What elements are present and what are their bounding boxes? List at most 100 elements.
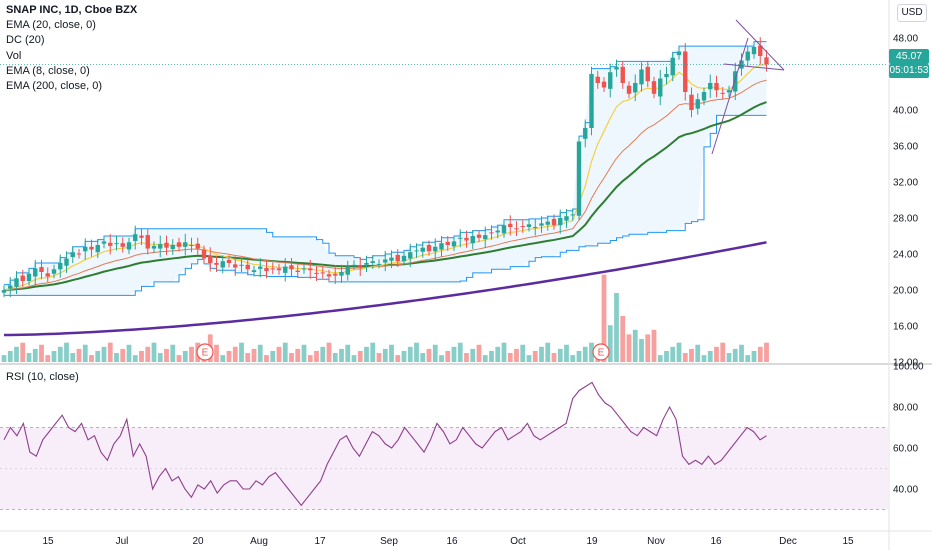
candle-body [89,246,94,250]
candle-body [139,235,144,238]
volume-bar [126,344,132,362]
rsi-axis-tick: 80.00 [893,403,918,414]
candle-body [201,249,207,259]
time-axis-tick: 16 [710,536,722,547]
candle-body [639,69,644,85]
candle-body [64,258,69,266]
candle-body [108,242,113,246]
earnings-marker [592,343,610,361]
volume-bar [745,355,751,362]
volume-bar [139,350,144,362]
volume-bar [757,346,763,362]
price-axis-tick: 40.00 [893,106,918,117]
symbol-title[interactable]: SNAP INC, 1D, Cboe BZX [6,4,138,16]
candle-body [514,228,519,230]
candle-body [708,83,713,90]
candle-body [533,227,538,228]
trendline-rising [711,37,749,155]
volume-bar [276,346,282,362]
volume-bar [289,353,294,362]
candle-body [95,245,100,253]
candle-body [76,253,82,255]
candle-body [101,241,107,244]
candle-body [264,267,269,272]
candle-body [433,246,438,252]
volume-bar [664,350,669,362]
volume-bar [707,350,713,362]
price-axis-tick: 12.00 [893,358,918,369]
candle-body [539,223,544,226]
time-axis-tick: 15 [42,536,54,547]
volume-bar [14,346,19,362]
candle-body [526,224,532,227]
legend-donchian[interactable]: DC (20) [6,34,45,47]
volume-bar [295,348,301,362]
volume-bar [414,342,419,362]
candle-body [220,261,225,268]
volume-bar [489,350,494,362]
earnings-marker-label: E [598,348,605,359]
volume-bar [326,342,332,362]
volume-bar [151,342,157,362]
candle-body [45,273,50,277]
volume-bar [257,344,263,362]
candle-body [14,278,19,287]
donchian-lower [4,114,767,296]
candle-body [683,51,688,92]
candle-body [195,243,200,249]
legend-ema200[interactable]: EMA (200, close, 0) [6,80,102,93]
volume-bar [232,346,238,362]
candle-body [414,250,419,252]
volume-bar [164,348,169,362]
candle-body [270,268,275,270]
time-axis-tick: Dec [779,536,797,547]
volume-bar [220,355,226,362]
time-axis-tick: 17 [314,536,326,547]
candle-body [258,266,263,269]
volume-bar [501,342,507,362]
currency-button[interactable]: USD [897,4,927,22]
candle-body [120,243,125,247]
volume-bar [626,334,632,362]
candle-body [58,263,63,270]
volume-bar [457,342,463,362]
volume-bar [651,329,657,362]
legend-ema8[interactable]: EMA (8, close, 0) [6,64,90,77]
volume-bar [389,344,394,362]
volume-bar [614,293,619,362]
volume-bar [82,344,88,362]
candle-body [495,230,500,233]
candle-body [51,269,57,274]
volume-bar [145,346,151,362]
candle-body [183,242,188,247]
rsi-legend[interactable]: RSI (10, close) [6,371,79,383]
candle-body [283,266,288,273]
volume-bar [189,346,194,362]
volume-bar [682,353,688,362]
candle-body [608,72,613,89]
candle-body [670,57,675,76]
volume-bar [301,344,307,362]
legend-volume[interactable]: Vol [6,49,22,62]
candle-body [626,85,632,94]
candle-body [326,274,332,277]
volume-bar [7,350,13,362]
volume-bar [526,355,532,362]
volume-bar [1,355,7,362]
candle-body [170,245,175,250]
volume-bar [245,353,251,362]
earnings-marker [196,343,214,361]
volume-bar [439,355,444,362]
volume-bar [64,342,69,362]
price-axis-tick: 24.00 [893,250,918,261]
volume-bar [264,355,269,362]
trendline-lower [723,63,785,71]
volume-bar [720,342,726,362]
candle-body [764,57,769,65]
candle-body [676,51,682,56]
volume-bar [345,344,351,362]
candle-body [758,45,763,56]
legend-ema20[interactable]: EMA (20, close, 0) [6,19,96,32]
chart-legend: SNAP INC, 1D, Cboe BZX EMA (20, close, 0… [6,3,137,94]
